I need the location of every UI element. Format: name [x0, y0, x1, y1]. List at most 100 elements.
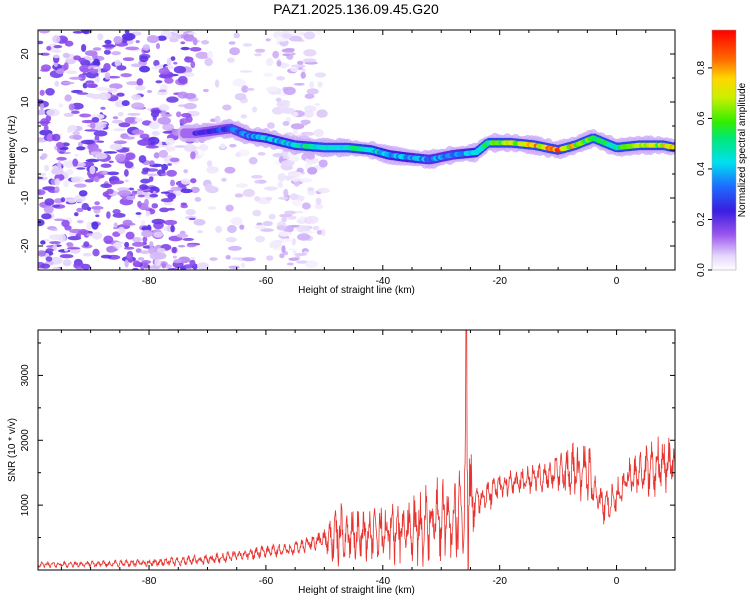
colorbar-swatch: [712, 168, 736, 171]
heatmap-noise-blob: [173, 61, 178, 65]
heatmap-noise-blob: [81, 44, 87, 52]
heatmap-noise-blob: [72, 31, 84, 34]
colorbar-swatch: [712, 156, 736, 159]
heatmap-noise-blob: [242, 257, 256, 262]
heatmap-noise-blob: [241, 85, 249, 93]
heatmap-noise-blob: [160, 191, 170, 194]
heatmap-noise-blob: [38, 109, 46, 116]
heatmap-noise-blob: [266, 255, 274, 261]
colorbar-swatch: [712, 122, 736, 125]
heatmap-noise-blob: [124, 179, 129, 182]
heatmap-noise-blob: [254, 196, 261, 202]
heatmap-noise-blob: [229, 143, 237, 148]
colorbar-swatch: [712, 194, 736, 197]
heatmap-noise-blob: [281, 216, 287, 223]
colorbar-swatch: [712, 262, 736, 265]
colorbar-swatch: [712, 216, 736, 219]
colorbar-swatch: [712, 106, 736, 109]
heatmap-noise-blob: [146, 173, 159, 177]
heatmap-noise-blob: [206, 166, 219, 174]
heatmap-noise-blob: [239, 224, 245, 230]
colorbar-swatch: [712, 62, 736, 65]
heatmap-noise-blob: [265, 57, 274, 67]
heatmap-noise-blob: [71, 110, 80, 114]
heatmap-noise-blob: [40, 263, 51, 269]
heatmap-noise-blob: [114, 241, 124, 245]
heatmap-noise-blob: [159, 207, 170, 213]
heatmap-noise-blob: [307, 167, 318, 175]
heatmap-noise-blob: [299, 177, 313, 183]
colorbar-swatch: [712, 38, 736, 41]
heatmap-noise-blob: [54, 80, 60, 87]
heatmap-noise-blob: [155, 80, 163, 84]
heatmap-noise-blob: [316, 109, 328, 118]
heatmap-noise-blob: [179, 118, 188, 125]
heatmap-noise-blob: [43, 239, 50, 242]
heatmap-noise-blob: [127, 113, 141, 116]
heatmap-noise-blob: [106, 245, 117, 253]
heatmap-noise-blob: [235, 183, 248, 188]
heatmap-noise-blob: [91, 206, 104, 210]
heatmap-noise-blob: [157, 116, 171, 125]
heatmap-noise-blob: [228, 245, 242, 251]
heatmap-noise-blob: [115, 153, 126, 162]
heatmap-noise-blob: [229, 47, 241, 56]
colorbar-swatch: [712, 70, 736, 73]
colorbar-swatch: [712, 260, 736, 263]
heatmap-noise-blob: [39, 172, 46, 176]
heatmap-noise-blob: [291, 238, 296, 246]
heatmap-noise-blob: [169, 38, 179, 43]
heatmap-noise-blob: [283, 188, 289, 198]
heatmap-noise-blob: [76, 267, 83, 270]
heatmap-noise-blob: [255, 235, 265, 243]
heatmap-noise-blob: [296, 260, 309, 264]
heatmap-noise-blob: [288, 257, 299, 261]
colorbar-swatch: [712, 146, 736, 149]
heatmap-noise-blob: [95, 214, 100, 218]
heatmap-noise-blob: [146, 35, 159, 44]
heatmap-noise-blob: [156, 43, 160, 50]
heatmap-noise-blob: [41, 213, 52, 220]
heatmap-noise-blob: [51, 168, 64, 175]
heatmap-noise-blob: [304, 93, 315, 99]
heatmap-noise-blob: [260, 228, 274, 232]
heatmap-noise-blob: [219, 143, 226, 149]
heatmap-noise-blob: [64, 248, 69, 252]
heatmap-noise-blob: [121, 32, 136, 41]
heatmap-noise-blob: [102, 44, 116, 48]
heatmap-noise-blob: [288, 35, 302, 42]
heatmap-noise-blob: [81, 161, 95, 168]
heatmap-noise-blob: [221, 177, 227, 182]
heatmap-noise-blob: [92, 66, 103, 70]
heatmap-noise-blob: [124, 161, 134, 169]
heatmap-noise-blob: [78, 190, 88, 197]
heatmap-noise-blob: [91, 231, 103, 240]
heatmap-noise-blob: [94, 201, 100, 206]
colorbar-swatch: [712, 206, 736, 209]
heatmap-noise-blob: [45, 256, 53, 262]
heatmap-noise-blob: [138, 155, 147, 164]
heatmap-noise-blob: [242, 188, 255, 198]
heatmap-ytick-label: -20: [20, 238, 31, 253]
heatmap-noise-blob: [113, 140, 127, 145]
heatmap-noise-blob: [160, 173, 167, 177]
heatmap-noise-blob: [231, 257, 245, 261]
colorbar-swatch: [712, 192, 736, 195]
colorbar-swatch: [712, 94, 736, 97]
colorbar-swatch: [712, 254, 736, 257]
heatmap-noise-blob: [125, 46, 139, 51]
heatmap-noise-blob: [78, 57, 86, 63]
heatmap-noise-blob: [177, 75, 188, 85]
colorbar-swatch: [712, 80, 736, 83]
heatmap-noise-blob: [172, 255, 177, 259]
heatmap-noise-blob: [51, 133, 61, 142]
heatmap-noise-blob: [57, 160, 62, 170]
heatmap-noise-blob: [50, 228, 58, 231]
heatmap-noise-blob: [100, 163, 112, 168]
colorbar-swatch: [712, 40, 736, 43]
heatmap-noise-blob: [189, 47, 202, 52]
heatmap-noise-blob: [160, 113, 173, 118]
heatmap-noise-blob: [307, 187, 314, 192]
colorbar-swatch: [712, 60, 736, 63]
heatmap-noise-blob: [66, 169, 74, 176]
